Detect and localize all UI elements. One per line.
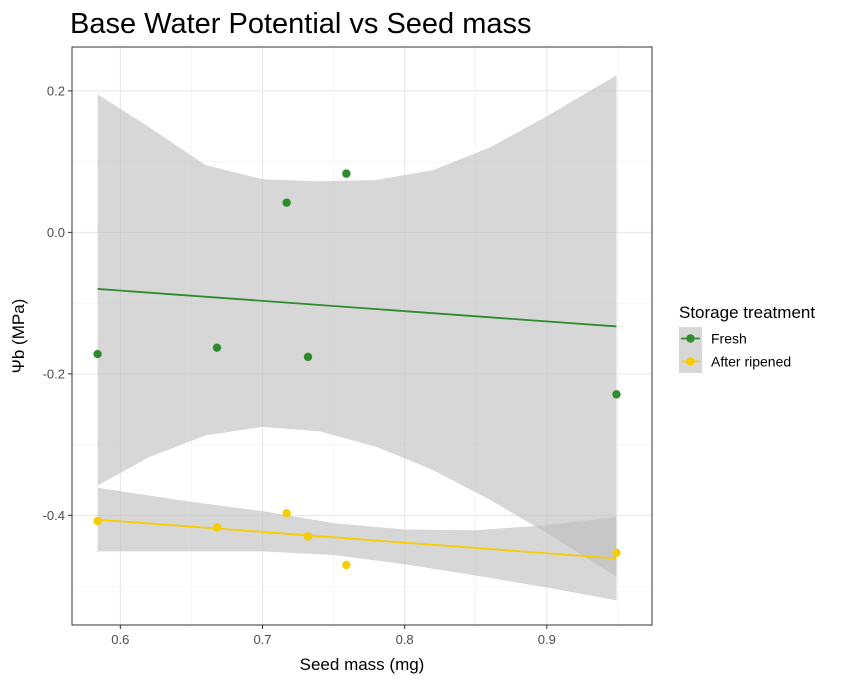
- y-tick-label: 0.2: [47, 83, 65, 98]
- legend: Storage treatment Fresh After ripened: [679, 303, 815, 373]
- data-point: [212, 523, 222, 532]
- data-point: [612, 548, 621, 558]
- chart-title: Base Water Potential vs Seed mass: [70, 8, 532, 40]
- x-tick-label: 0.7: [253, 632, 271, 647]
- y-axis-label: Ψb (MPa): [9, 299, 28, 374]
- fit-line: [97, 518, 617, 560]
- x-tick-label: 0.8: [396, 632, 414, 647]
- plot-panel-border: [71, 46, 653, 626]
- legend-items: Fresh After ripened: [679, 327, 791, 373]
- confidence-bands: [97, 75, 617, 601]
- data-points: [93, 169, 621, 570]
- confidence-band: [97, 75, 617, 577]
- data-point: [303, 532, 313, 541]
- legend-label: Fresh: [711, 331, 747, 347]
- data-point: [303, 352, 313, 362]
- fit-lines: [97, 288, 617, 560]
- x-tick-label: 0.9: [538, 632, 556, 647]
- data-point: [342, 560, 351, 570]
- x-axis-ticks: 0.6 0.7 0.8 0.9: [111, 625, 556, 647]
- confidence-band: [97, 487, 617, 601]
- x-tick-label: 0.6: [111, 632, 129, 647]
- y-tick-label: -0.2: [43, 366, 65, 381]
- fit-line: [97, 288, 617, 328]
- legend-key-point: [686, 357, 695, 366]
- y-tick-label: 0.0: [47, 225, 65, 240]
- y-axis-ticks: -0.4 -0.2 0.0 0.2: [43, 83, 72, 523]
- data-point: [342, 169, 351, 178]
- y-tick-label: -0.4: [43, 508, 65, 523]
- data-point: [93, 516, 102, 526]
- legend-label: After ripened: [711, 354, 791, 370]
- legend-title: Storage treatment: [679, 303, 815, 322]
- data-point: [212, 343, 222, 352]
- data-point: [612, 390, 621, 399]
- x-axis-label: Seed mass (mg): [300, 655, 425, 674]
- data-point: [282, 198, 291, 207]
- legend-key-point: [686, 334, 695, 343]
- data-point: [93, 349, 102, 359]
- data-point: [282, 509, 291, 518]
